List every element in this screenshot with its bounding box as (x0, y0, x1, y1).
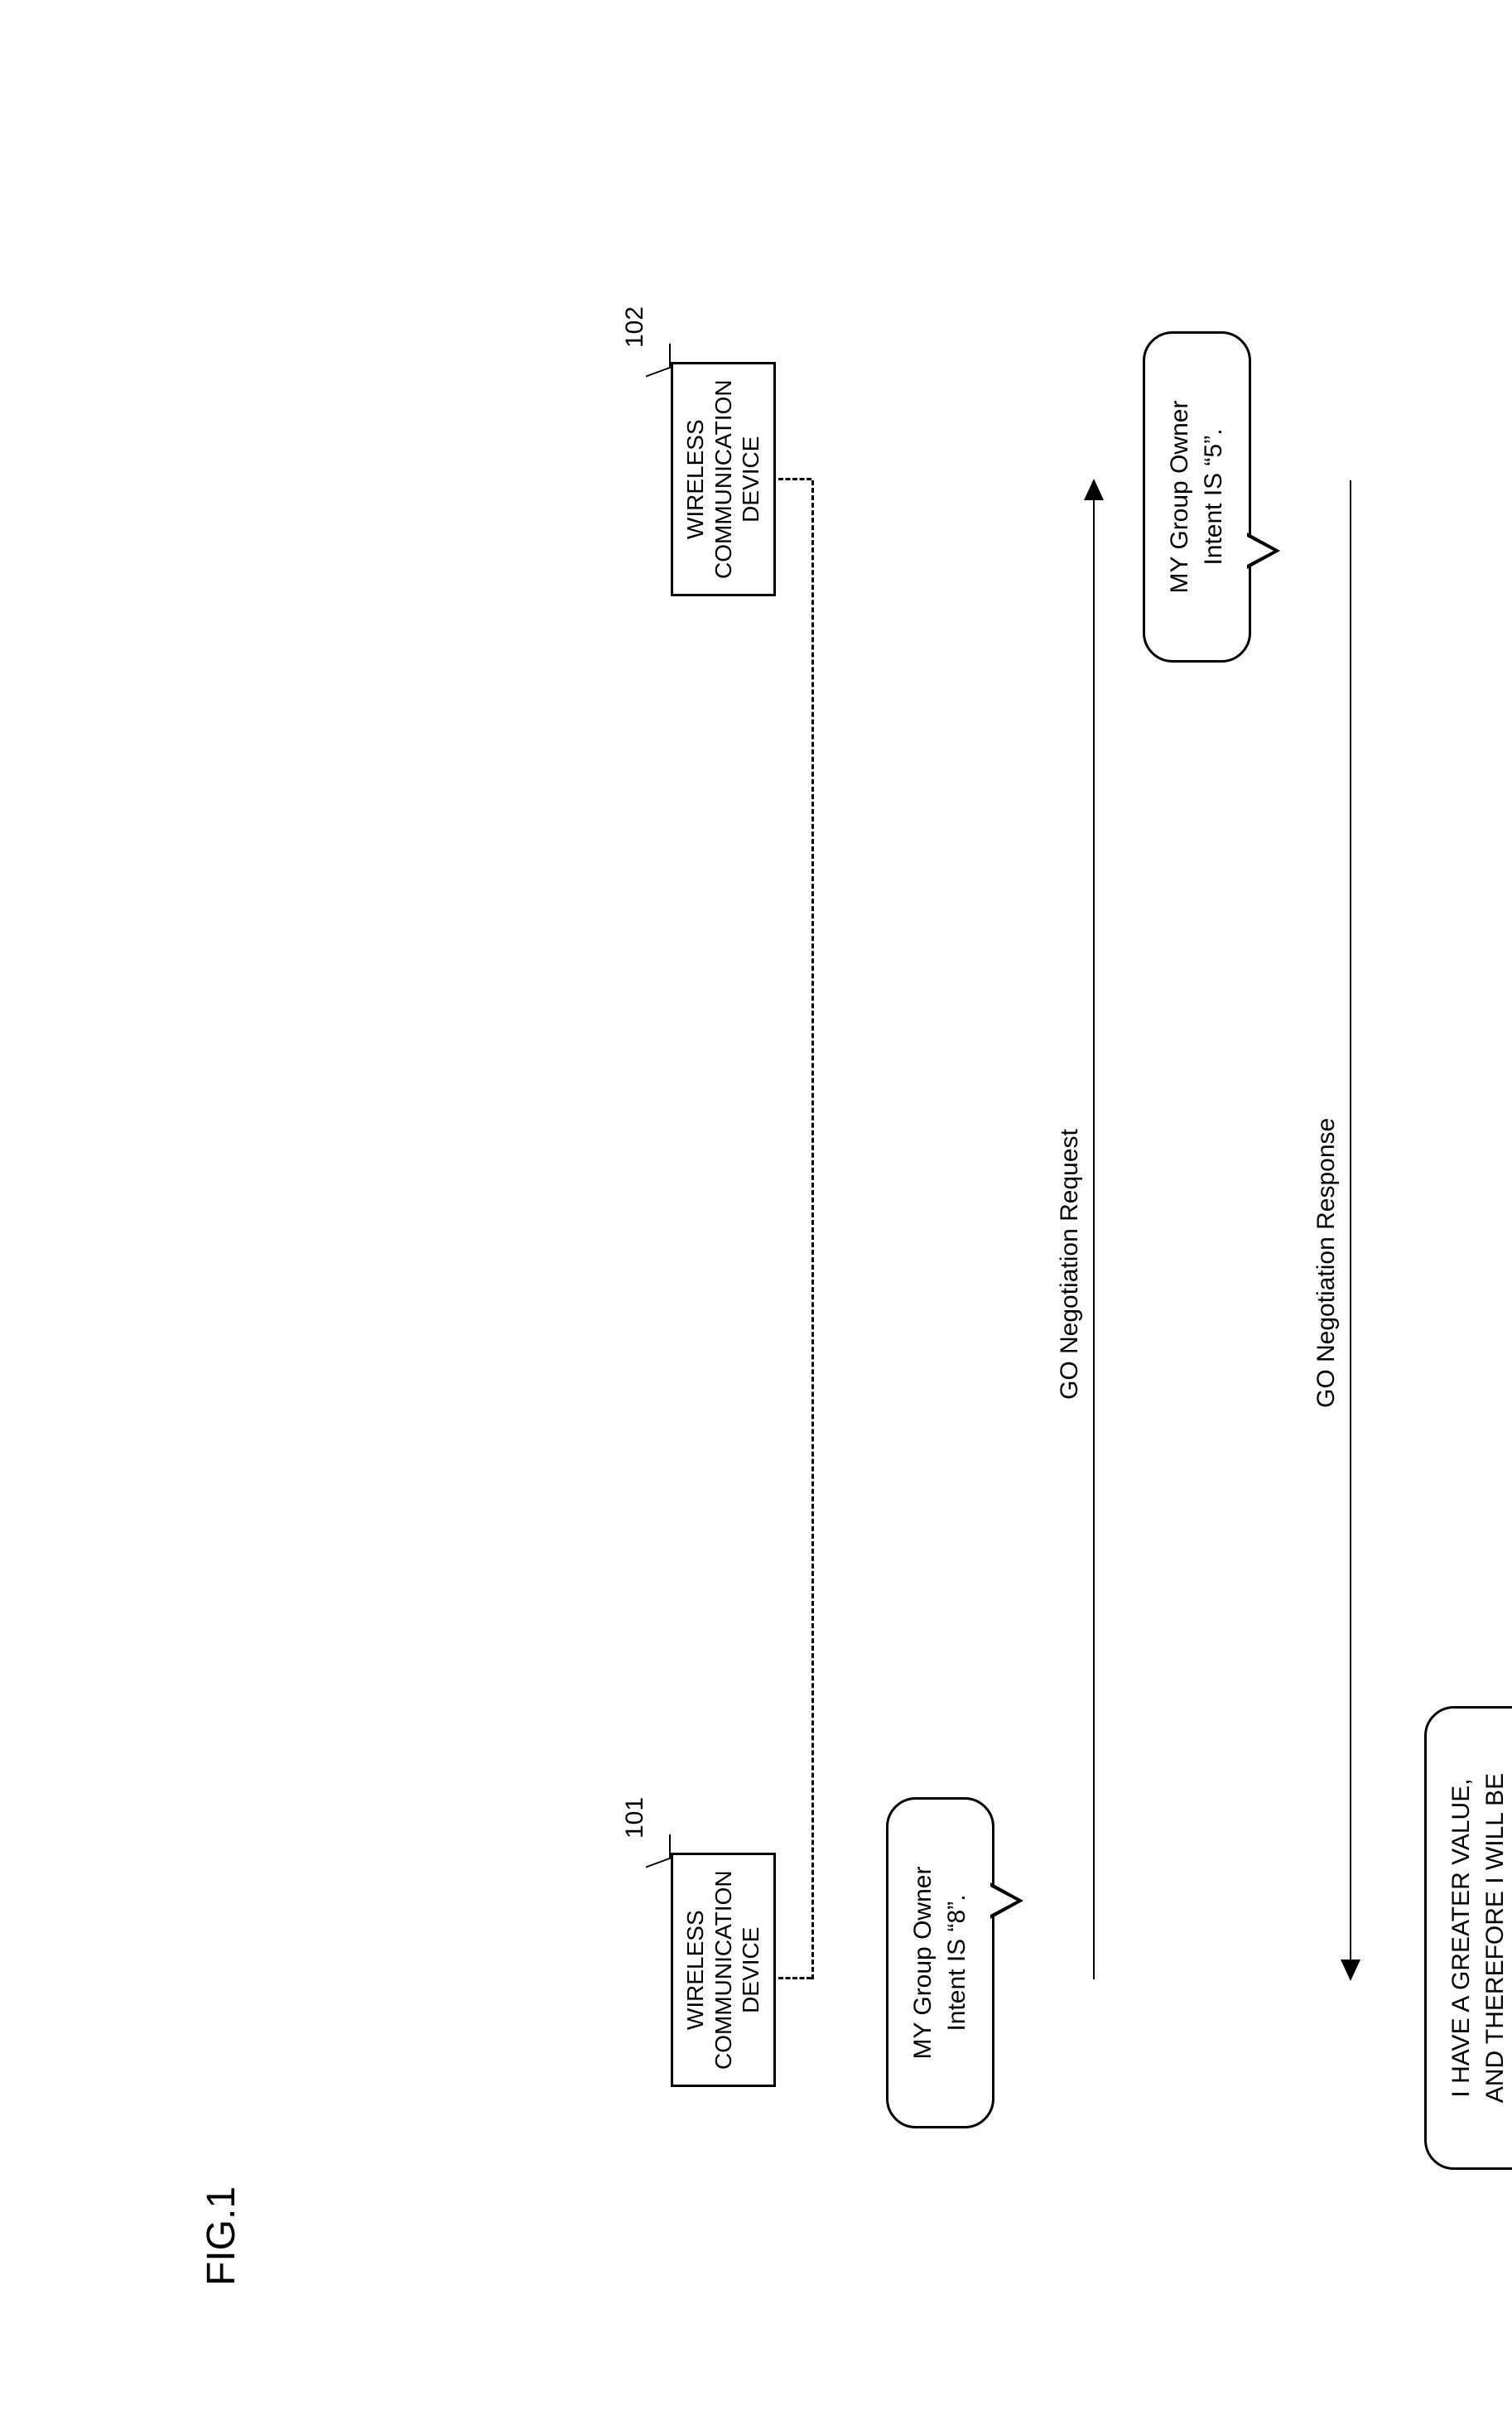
bubble2-tail (1247, 533, 1280, 569)
bubble3-line2: AND THEREFORE I WILL BE (1481, 1773, 1509, 2103)
sequence-diagram: WIRELESS COMMUNICATION DEVICE 101 WIRELE… (0, 712, 1512, 1706)
arrow2-label: GO Negotiation Response (1312, 1118, 1341, 1408)
bubble3-line1: I HAVE A GREATER VALUE, (1447, 1778, 1475, 2097)
bubble-intent-8: MY Group Owner Intent IS “8”. (886, 1797, 994, 2128)
device-box-102: WIRELESS COMMUNICATION DEVICE (671, 362, 776, 596)
device-102-line1: WIRELESS (682, 419, 708, 539)
bubble1-tail (990, 1882, 1023, 1919)
device-102-leader (646, 344, 671, 378)
bubble2-line2: Intent IS “5”. (1200, 428, 1227, 565)
device-102-line2: COMMUNICATION (710, 379, 736, 579)
device-102-ref: 102 (621, 306, 649, 348)
arrow1-label: GO Negotiation Request (1056, 1129, 1084, 1400)
lifeline-101 (778, 1977, 811, 1979)
lifeline-102 (778, 478, 811, 480)
top-dashed-line (811, 480, 814, 1979)
bubble1-line1: MY Group Owner (909, 1867, 937, 2060)
bubble1-line2: Intent IS “8”. (943, 1894, 970, 2031)
arrow-go-negotiation-request (1093, 480, 1095, 1979)
bubble-greater-value: I HAVE A GREATER VALUE, AND THEREFORE I … (1424, 1706, 1512, 2170)
device-101-ref: 101 (621, 1797, 649, 1839)
figure-label: FIG.1 (199, 2186, 244, 2286)
device-102-line3: DEVICE (738, 436, 763, 523)
device-101-line1: WIRELESS (682, 1910, 708, 2030)
device-101-leader (646, 1834, 671, 1868)
arrow-go-negotiation-response (1350, 480, 1351, 1979)
bubble-intent-5: MY Group Owner Intent IS “5”. (1143, 331, 1251, 663)
bubble2-line1: MY Group Owner (1166, 401, 1193, 594)
device-box-101: WIRELESS COMMUNICATION DEVICE (671, 1853, 776, 2087)
device-101-line2: COMMUNICATION (710, 1870, 736, 2070)
device-101-line3: DEVICE (738, 1927, 763, 2013)
